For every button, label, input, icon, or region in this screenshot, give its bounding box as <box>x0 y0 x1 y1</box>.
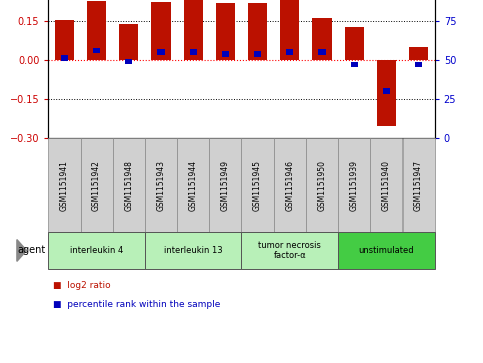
Bar <box>313 18 332 60</box>
Text: interleukin 13: interleukin 13 <box>164 246 223 255</box>
Bar <box>338 138 370 232</box>
Bar <box>93 48 100 53</box>
Bar <box>48 232 145 269</box>
Text: ■  log2 ratio: ■ log2 ratio <box>53 281 111 290</box>
Text: interleukin 4: interleukin 4 <box>70 246 123 255</box>
Bar <box>119 24 139 60</box>
Bar <box>242 232 338 269</box>
Text: unstimulated: unstimulated <box>358 246 414 255</box>
Bar <box>151 2 170 60</box>
Bar <box>216 3 235 60</box>
Text: ■  percentile rank within the sample: ■ percentile rank within the sample <box>53 299 221 309</box>
Bar <box>145 138 177 232</box>
Bar <box>248 3 267 60</box>
Bar <box>318 49 326 55</box>
Bar <box>306 138 338 232</box>
Bar <box>338 232 435 269</box>
Bar <box>189 49 197 55</box>
Bar <box>222 51 229 57</box>
Bar <box>48 138 81 232</box>
Bar <box>209 138 242 232</box>
Text: GSM1151948: GSM1151948 <box>124 160 133 211</box>
Text: GSM1151949: GSM1151949 <box>221 160 230 211</box>
Text: GSM1151939: GSM1151939 <box>350 160 359 211</box>
Bar <box>351 62 358 68</box>
Bar <box>409 48 428 60</box>
Bar <box>177 138 209 232</box>
Bar <box>286 49 294 55</box>
Bar <box>87 1 106 60</box>
Bar <box>377 60 396 126</box>
Text: GSM1151940: GSM1151940 <box>382 160 391 211</box>
Bar <box>402 138 435 232</box>
Bar <box>344 26 364 60</box>
Text: GSM1151946: GSM1151946 <box>285 160 294 211</box>
Text: tumor necrosis
factor-α: tumor necrosis factor-α <box>258 241 321 260</box>
Text: GSM1151942: GSM1151942 <box>92 160 101 211</box>
Bar <box>383 88 390 94</box>
Bar <box>81 138 113 232</box>
Polygon shape <box>17 240 27 261</box>
Bar <box>280 0 299 60</box>
Text: GSM1151945: GSM1151945 <box>253 160 262 211</box>
Text: GSM1151944: GSM1151944 <box>189 160 198 211</box>
Bar <box>55 20 74 60</box>
Bar <box>61 56 68 61</box>
Bar <box>157 49 165 55</box>
Bar <box>415 62 422 68</box>
Bar <box>113 138 145 232</box>
Bar <box>370 138 402 232</box>
Bar <box>242 138 274 232</box>
Bar <box>274 138 306 232</box>
Text: GSM1151947: GSM1151947 <box>414 160 423 211</box>
Text: GSM1151950: GSM1151950 <box>317 160 327 211</box>
Bar <box>254 51 261 57</box>
Bar <box>125 58 132 64</box>
Text: GSM1151943: GSM1151943 <box>156 160 166 211</box>
Bar <box>145 232 242 269</box>
Text: agent: agent <box>18 245 46 256</box>
Text: GSM1151941: GSM1151941 <box>60 160 69 211</box>
Bar <box>184 0 203 60</box>
